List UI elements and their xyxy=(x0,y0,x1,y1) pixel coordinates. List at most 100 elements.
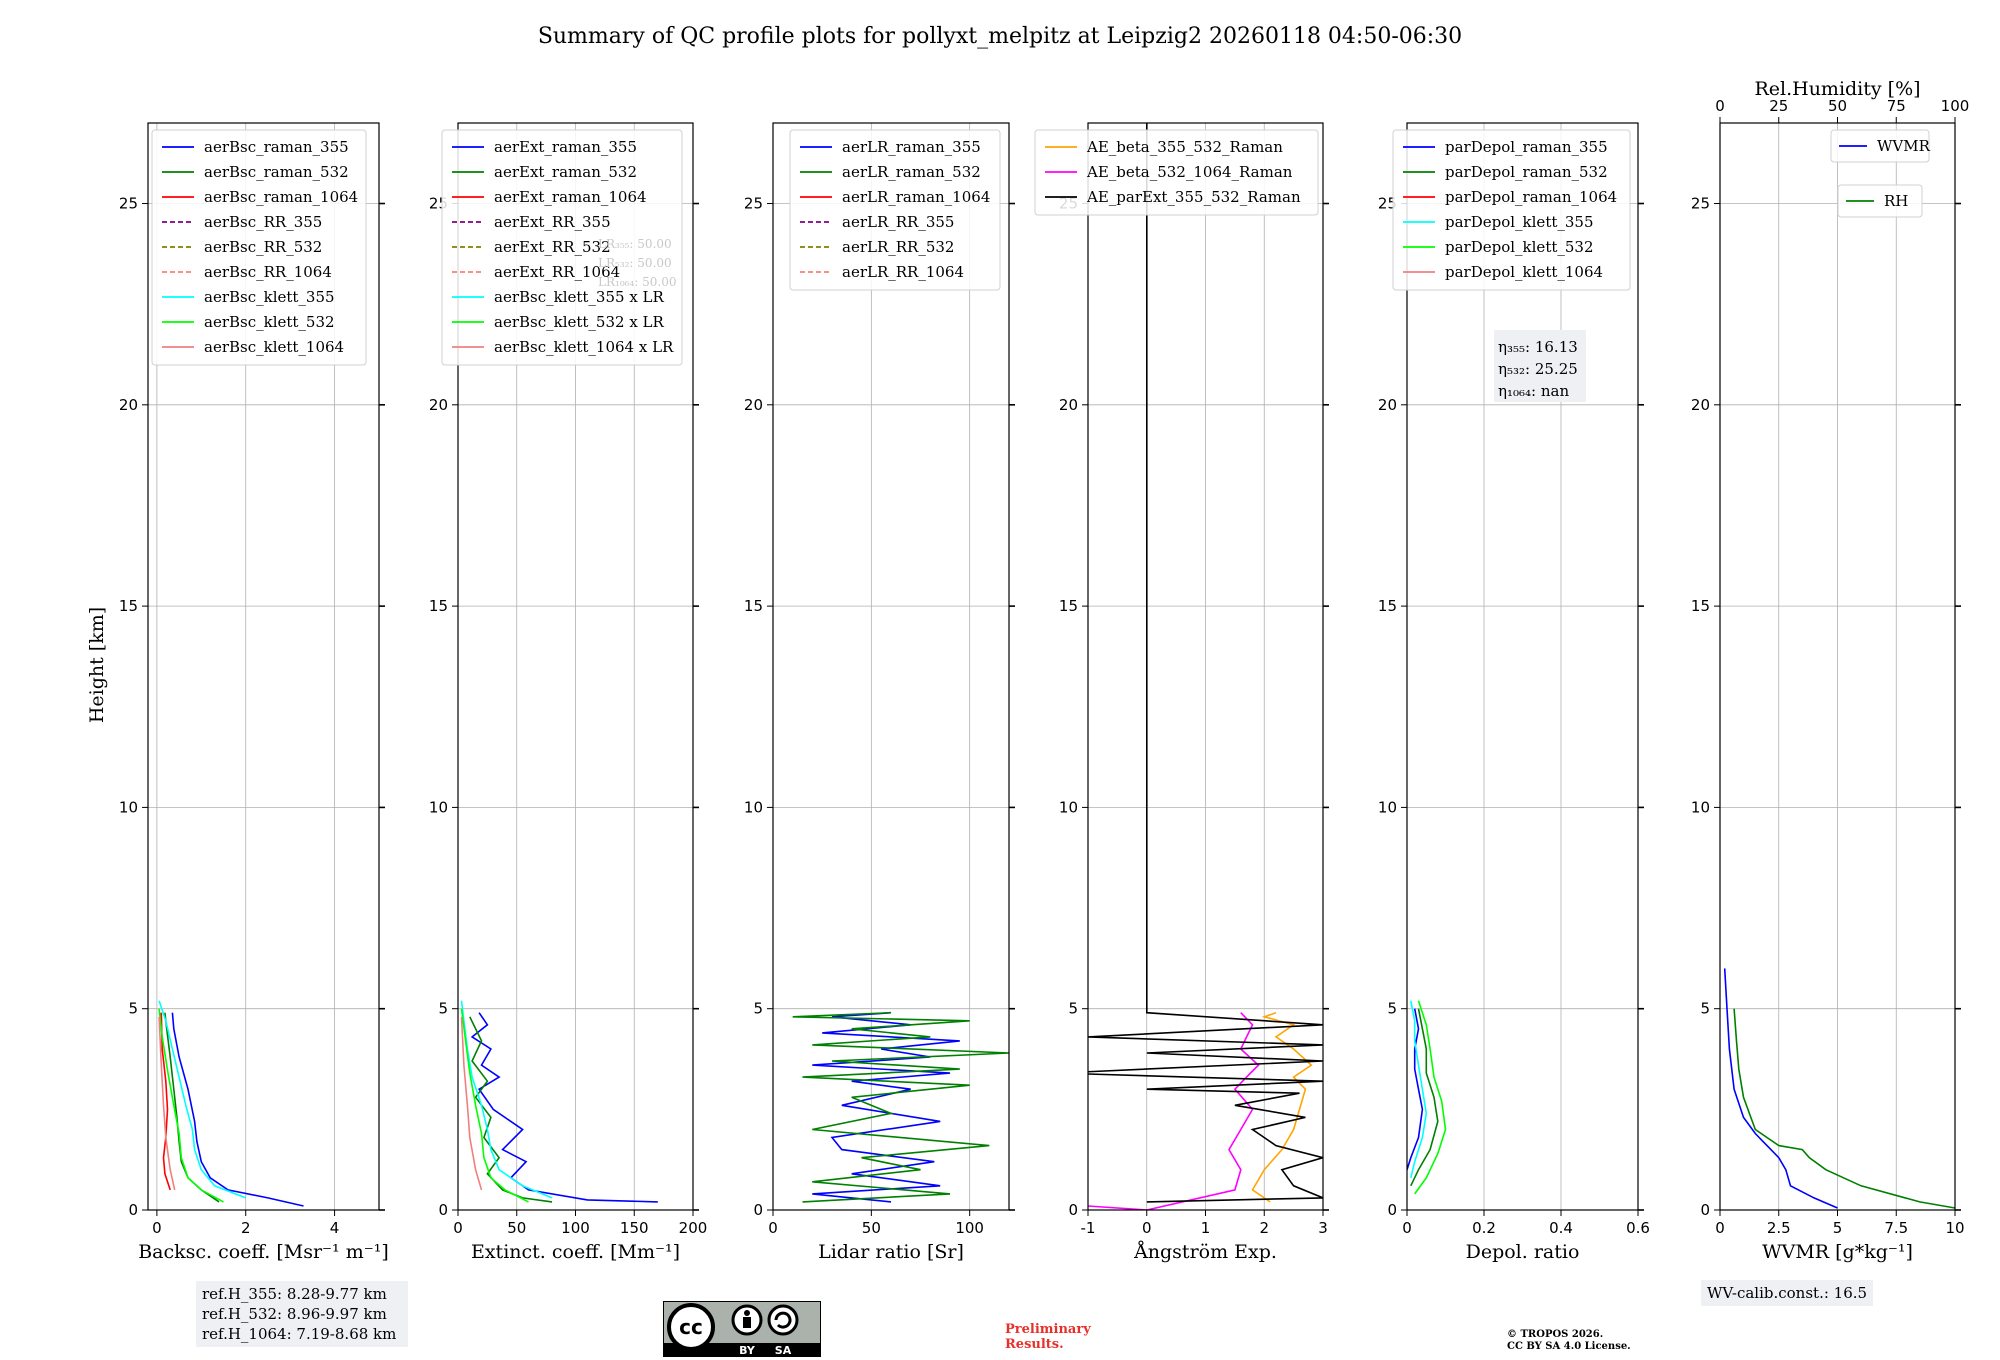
y-tick-label: 0 xyxy=(1387,1201,1397,1219)
x-tick-label: 2 xyxy=(241,1219,251,1237)
y-tick-label: 25 xyxy=(1378,195,1397,213)
legend-box xyxy=(1034,129,1319,216)
x2-tick-label: 50 xyxy=(1828,97,1847,115)
x2-axis-label: Rel.Humidity [%] xyxy=(1754,78,1920,100)
x-tick-label: 0 xyxy=(1715,1219,1725,1237)
x-axis-label: Lidar ratio [Sr] xyxy=(818,1241,964,1263)
y-tick-label: 20 xyxy=(744,396,763,414)
legend-label: aerBsc_klett_1064 xyxy=(204,338,344,356)
y-tick-label: 5 xyxy=(438,1000,448,1018)
y-tick-label: 5 xyxy=(1387,1000,1397,1018)
legend-label: aerBsc_klett_1064 x LR xyxy=(494,338,674,356)
x-tick-label: 200 xyxy=(679,1219,708,1237)
x2-tick-label: 0 xyxy=(1715,97,1725,115)
axes-frame xyxy=(147,122,380,1211)
legend-label: aerExt_RR_355 xyxy=(494,213,611,231)
legend-label: aerLR_raman_1064 xyxy=(842,188,990,206)
y-tick-label: 0 xyxy=(1068,1201,1078,1219)
x-tick-label: 7.5 xyxy=(1884,1219,1908,1237)
legend-label: aerLR_RR_532 xyxy=(842,238,954,256)
legend-label: aerBsc_RR_355 xyxy=(204,213,322,231)
legend-label: RH xyxy=(1884,192,1908,210)
x-tick-label: 10 xyxy=(1945,1219,1964,1237)
x-tick-label: 0 xyxy=(453,1219,463,1237)
x-tick-label: 3 xyxy=(1318,1219,1328,1237)
reference-heights-box: ref.H_355: 8.28-9.77 km ref.H_532: 8.96-… xyxy=(196,1281,408,1347)
legend-label: aerBsc_klett_355 x LR xyxy=(494,288,665,306)
legend-label: aerExt_raman_355 xyxy=(494,138,637,156)
legend-label: parDepol_klett_1064 xyxy=(1445,263,1603,281)
y-tick-label: 20 xyxy=(1691,396,1710,414)
y-tick-label: 10 xyxy=(1059,798,1078,816)
lr-annotation: LR₃₅₅: 50.00 xyxy=(598,237,672,251)
legend-label: AE_parExt_355_532_Raman xyxy=(1086,188,1301,206)
series-parDepol_klett_532 xyxy=(1414,1000,1447,1195)
cc-logo-text: cc xyxy=(679,1315,703,1339)
series-WVMR xyxy=(1723,968,1838,1209)
legend-label: parDepol_klett_532 xyxy=(1445,238,1594,256)
legend-box xyxy=(441,129,683,366)
legend-label: aerLR_RR_355 xyxy=(842,213,954,231)
refheight-355: ref.H_355: 8.28-9.77 km xyxy=(202,1285,387,1303)
x2-tick-label: 100 xyxy=(1941,97,1970,115)
series-parDepol_raman_355 xyxy=(1407,1008,1424,1170)
series-aerBsc_klett_1064 x LR xyxy=(460,1016,483,1191)
x2-tick-label: 75 xyxy=(1887,97,1906,115)
series-aerBsc_klett_1064 xyxy=(158,1016,176,1191)
y-tick-label: 0 xyxy=(753,1201,763,1219)
legend-label: aerBsc_klett_532 xyxy=(204,313,335,331)
copyright-note: © TROPOS 2026. CC BY SA 4.0 License. xyxy=(1507,1329,1631,1353)
y-tick-label: 20 xyxy=(429,396,448,414)
eta-annotation: η₅₃₂: 25.25 xyxy=(1498,360,1578,378)
x-tick-label: 100 xyxy=(955,1219,984,1237)
legend-box xyxy=(1830,129,1930,163)
figure-title: Summary of QC profile plots for pollyxt_… xyxy=(538,24,1462,49)
refheight-532: ref.H_532: 8.96-9.97 km xyxy=(202,1305,387,1323)
x-tick-label: 2 xyxy=(1259,1219,1269,1237)
x-tick-label: 1 xyxy=(1201,1219,1211,1237)
panel-depol: 0 0.2 0.4 0.6 0 5 10 15 20 25 Depol. ratio parDepol… xyxy=(1378,122,1650,1263)
y-tick-label: 5 xyxy=(753,1000,763,1018)
legend-label: aerBsc_raman_532 xyxy=(204,163,349,181)
legend-label: aerLR_RR_1064 xyxy=(842,263,964,281)
y-tick-label: 15 xyxy=(744,597,763,615)
legend-label: aerBsc_RR_532 xyxy=(204,238,322,256)
series-AE_parExt_355_532_Raman xyxy=(1088,123,1323,1203)
legend-label: parDepol_raman_355 xyxy=(1445,138,1608,156)
x-tick-label: 2.5 xyxy=(1767,1219,1791,1237)
x-tick-label: 0 xyxy=(768,1219,778,1237)
x-tick-label: 5 xyxy=(1833,1219,1843,1237)
legend-box xyxy=(1392,129,1631,291)
legend-label: parDepol_raman_1064 xyxy=(1445,188,1617,206)
panel-angstrom: -101230510152025Ångström Exp.AE_beta_355… xyxy=(1034,122,1329,1263)
x-axis-label: Extinct. coeff. [Mm⁻¹] xyxy=(471,1241,680,1263)
series-aerLR_raman_355 xyxy=(812,1011,960,1203)
y-axis-label: Height [km] xyxy=(86,607,108,723)
panel-backscatter: 0 2 4 0 5 10 15 20 25 Backsc. coeff. [Msr⁻¹ m⁻¹] a… xyxy=(119,122,389,1263)
x-axis-label: Depol. ratio xyxy=(1466,1241,1580,1263)
legend-label: aerBsc_klett_532 x LR xyxy=(494,313,665,331)
sa-share-icon xyxy=(767,1304,799,1336)
eta-annotation: η₃₅₅: 16.13 xyxy=(1498,338,1578,356)
y-tick-label: 10 xyxy=(119,798,138,816)
lr-annotation: LR₁₀₆₄: 50.00 xyxy=(598,275,676,289)
y-tick-label: 20 xyxy=(1378,396,1397,414)
series-aerBsc_klett_355 xyxy=(158,1000,246,1199)
x-tick-label: 0 xyxy=(1402,1219,1412,1237)
series-aerBsc_raman_355 xyxy=(171,1012,304,1207)
y-tick-label: 0 xyxy=(438,1201,448,1219)
y-tick-label: 25 xyxy=(1691,195,1710,213)
y-tick-label: 10 xyxy=(1378,798,1397,816)
eta-box xyxy=(1494,330,1586,402)
x-tick-label: 0.4 xyxy=(1549,1219,1573,1237)
legend-box xyxy=(151,129,367,366)
y-tick-label: 10 xyxy=(1691,798,1710,816)
series-parDepol_raman_532 xyxy=(1410,1008,1439,1187)
cc-license-badge: cc BY SA xyxy=(663,1301,821,1357)
legend-label: aerExt_raman_1064 xyxy=(494,188,647,206)
x2-tick-label: 25 xyxy=(1769,97,1788,115)
x-tick-label: 50 xyxy=(862,1219,881,1237)
